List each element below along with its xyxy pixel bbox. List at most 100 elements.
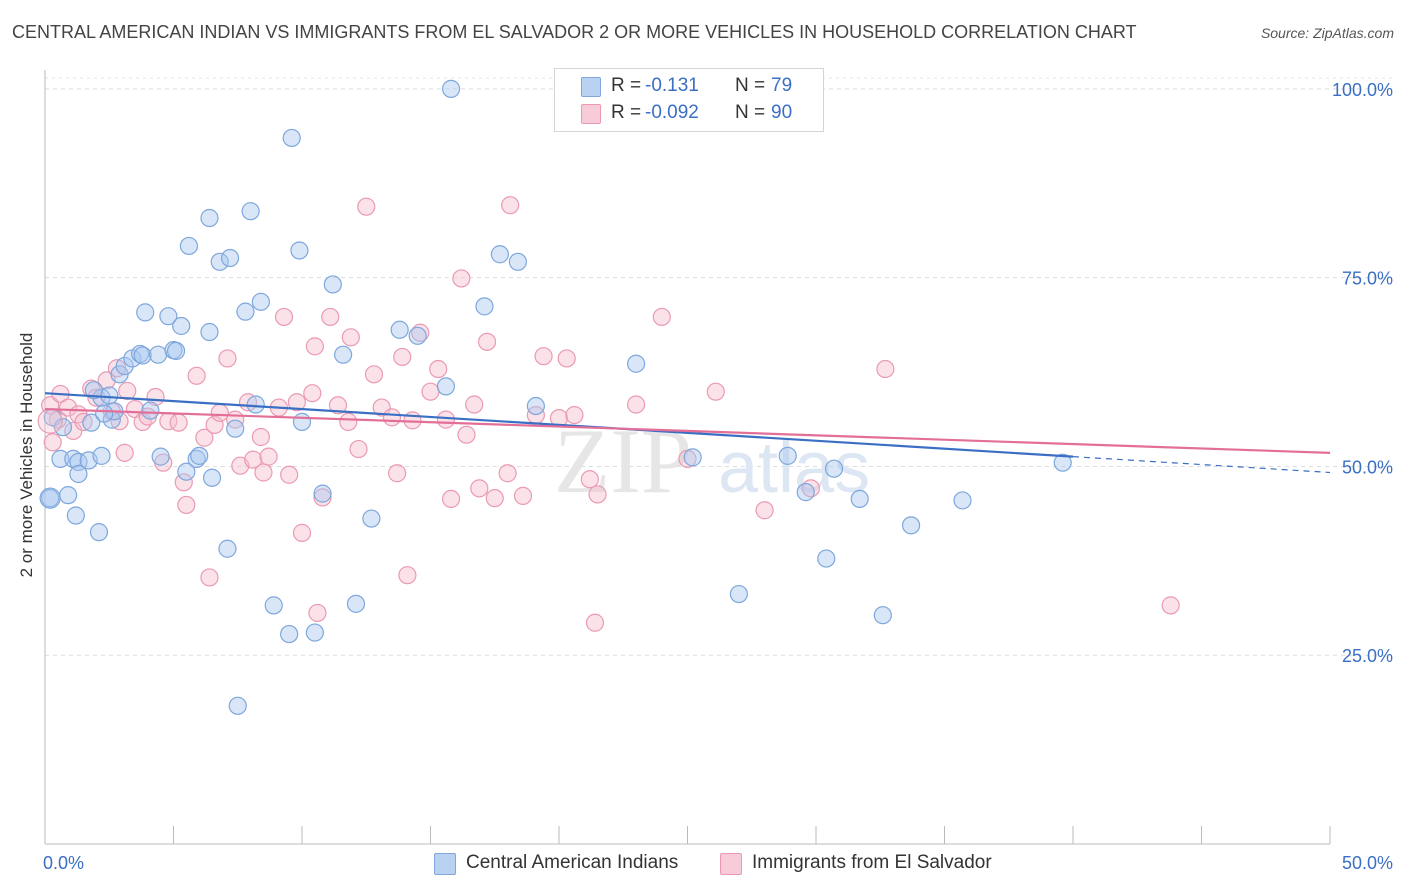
correlation-legend: R = -0.131 N = 79 R = -0.092 N = 90	[554, 68, 824, 132]
point-central-american-indians	[69, 464, 88, 484]
point-immigrants-el-salvador	[195, 428, 214, 447]
point-immigrants-el-salvador	[501, 196, 520, 215]
point-central-american-indians	[313, 484, 332, 503]
point-central-american-indians	[82, 413, 101, 432]
point-immigrants-el-salvador	[303, 384, 322, 403]
point-immigrants-el-salvador	[393, 347, 412, 367]
point-central-american-indians	[436, 377, 456, 396]
point-immigrants-el-salvador	[411, 323, 430, 342]
point-immigrants-el-salvador	[187, 366, 206, 385]
point-immigrants-el-salvador	[398, 566, 417, 585]
point-central-american-indians	[172, 316, 191, 336]
point-immigrants-el-salvador	[485, 489, 504, 508]
point-central-american-indians	[236, 302, 255, 321]
legend-swatch-blue	[581, 77, 601, 97]
point-immigrants-el-salvador	[421, 382, 440, 401]
point-immigrants-el-salvador	[588, 485, 607, 504]
point-central-american-indians	[729, 584, 749, 604]
point-central-american-indians	[187, 449, 206, 468]
point-central-american-indians	[246, 395, 265, 414]
point-central-american-indians	[408, 326, 427, 345]
point-central-american-indians	[280, 624, 299, 644]
x-tick-label: 50.0%	[1342, 853, 1393, 873]
legend-swatch-pink	[720, 853, 742, 875]
point-central-american-indians	[683, 448, 702, 467]
point-central-american-indians	[334, 345, 353, 364]
point-central-american-indians	[526, 396, 545, 416]
point-central-american-indians	[177, 462, 196, 481]
point-central-american-indians	[953, 491, 972, 510]
point-immigrants-el-salvador	[580, 470, 599, 489]
watermark-atlas: atlas	[718, 428, 870, 508]
point-central-american-indians	[39, 487, 61, 509]
point-immigrants-el-salvador	[876, 359, 895, 379]
point-central-american-indians	[51, 449, 70, 468]
trend-line-extension	[1072, 456, 1331, 474]
point-central-american-indians	[264, 596, 283, 615]
point-immigrants-el-salvador	[498, 464, 517, 483]
point-central-american-indians	[202, 468, 222, 487]
point-central-american-indians	[133, 346, 152, 365]
point-immigrants-el-salvador	[37, 408, 63, 434]
point-immigrants-el-salvador	[349, 439, 368, 459]
point-central-american-indians	[282, 128, 301, 148]
point-immigrants-el-salvador	[118, 381, 137, 401]
point-immigrants-el-salvador	[244, 450, 263, 469]
point-central-american-indians	[796, 483, 815, 502]
point-central-american-indians	[89, 523, 109, 542]
point-immigrants-el-salvador	[218, 349, 237, 368]
point-immigrants-el-salvador	[429, 359, 448, 379]
point-immigrants-el-salvador	[115, 443, 134, 462]
legend-r-label: R =	[611, 102, 642, 123]
legend-r-value: -0.092	[645, 102, 699, 123]
legend-n-label: N =	[735, 75, 766, 96]
legend-r-label: R =	[611, 75, 642, 96]
trend-line-immigrants-el-salvador	[44, 407, 1331, 454]
point-central-american-indians	[251, 292, 270, 311]
point-immigrants-el-salvador	[465, 395, 484, 414]
point-immigrants-el-salvador	[436, 410, 456, 429]
point-central-american-indians	[210, 252, 229, 271]
point-central-american-indians	[290, 241, 309, 260]
point-immigrants-el-salvador	[513, 486, 533, 505]
point-immigrants-el-salvador	[706, 382, 725, 401]
point-immigrants-el-salvador	[305, 337, 324, 356]
point-immigrants-el-salvador	[534, 347, 553, 366]
point-central-american-indians	[59, 486, 78, 505]
point-central-american-indians	[84, 381, 103, 400]
data-points	[37, 79, 1180, 715]
tick-labels: 25.0% 50.0% 75.0% 100.0% 0.0% 50.0%	[43, 80, 1393, 873]
y-tick-label: 100.0%	[1332, 80, 1393, 100]
point-immigrants-el-salvador	[364, 365, 384, 384]
source-label: Source: ZipAtlas.com	[1260, 25, 1394, 41]
legend-label: Central American Indians	[466, 852, 679, 873]
point-immigrants-el-salvador	[169, 413, 188, 432]
point-central-american-indians	[626, 354, 646, 373]
y-tick-label: 25.0%	[1342, 646, 1393, 666]
point-immigrants-el-salvador	[174, 473, 193, 492]
point-immigrants-el-salvador	[59, 398, 78, 417]
point-immigrants-el-salvador	[254, 463, 273, 482]
legend-n-value: 79	[771, 75, 793, 96]
chart-title: CENTRAL AMERICAN INDIAN VS IMMIGRANTS FR…	[12, 22, 1137, 42]
point-central-american-indians	[390, 320, 409, 339]
point-central-american-indians	[323, 275, 342, 294]
point-central-american-indians	[136, 303, 155, 322]
trend-lines	[44, 392, 1331, 474]
point-immigrants-el-salvador	[341, 328, 360, 347]
legend-swatch-pink	[581, 104, 601, 124]
point-immigrants-el-salvador	[308, 603, 327, 623]
point-central-american-indians	[148, 345, 168, 364]
point-immigrants-el-salvador	[64, 421, 83, 441]
point-central-american-indians	[190, 446, 209, 465]
point-central-american-indians	[824, 459, 844, 478]
point-immigrants-el-salvador	[274, 307, 294, 327]
grid-lines	[45, 77, 1392, 656]
point-immigrants-el-salvador	[210, 403, 229, 422]
point-immigrants-el-salvador	[565, 405, 584, 425]
point-central-american-indians	[66, 506, 85, 525]
legend-r-value: -0.131	[645, 75, 699, 96]
point-immigrants-el-salvador	[382, 408, 402, 427]
legend-n-value: 90	[771, 102, 793, 123]
